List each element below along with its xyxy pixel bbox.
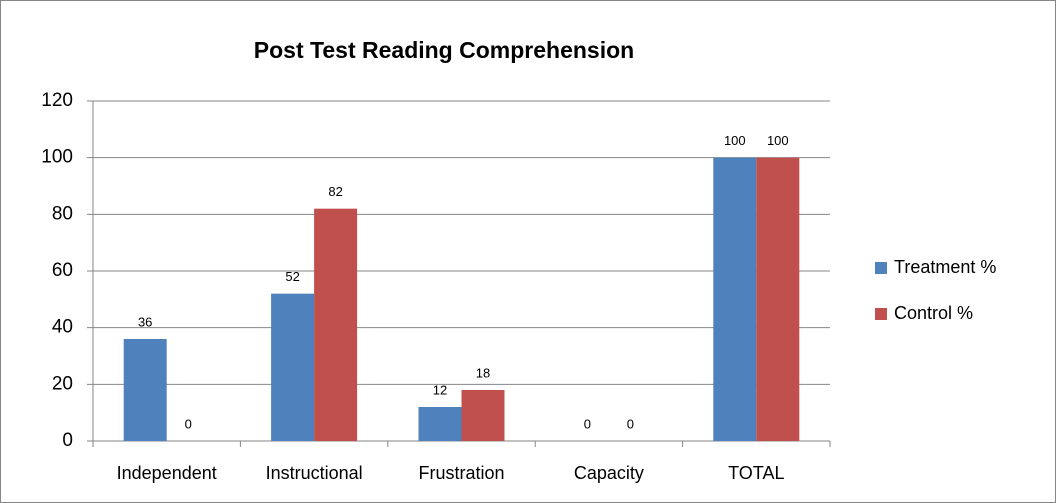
bar <box>123 339 167 441</box>
data-label: 12 <box>433 382 447 397</box>
y-tick-label: 60 <box>52 260 73 281</box>
x-tick-label: TOTAL <box>728 463 784 483</box>
data-label: 100 <box>767 133 789 148</box>
legend-swatch <box>875 262 887 274</box>
y-tick-label: 80 <box>52 203 73 224</box>
bar <box>271 293 315 441</box>
data-label: 0 <box>584 416 591 431</box>
bar <box>418 407 462 441</box>
chart-title: Post Test Reading Comprehension <box>254 37 634 63</box>
y-tick-label: 100 <box>41 147 73 168</box>
legend-label: Control % <box>894 303 973 323</box>
bar <box>314 208 358 441</box>
y-tick-label: 0 <box>62 430 73 451</box>
bar <box>713 157 757 441</box>
data-label: 36 <box>138 314 152 329</box>
y-tick-label: 40 <box>52 317 73 338</box>
x-tick-label: Instructional <box>266 463 363 483</box>
x-tick-label: Capacity <box>574 463 644 483</box>
data-label: 0 <box>185 416 192 431</box>
data-label: 82 <box>328 184 342 199</box>
x-tick-label: Frustration <box>418 463 504 483</box>
y-tick-label: 20 <box>52 373 73 394</box>
x-tick-label: Independent <box>117 463 217 483</box>
data-label: 18 <box>476 365 490 380</box>
legend-label: Treatment % <box>894 257 996 277</box>
bar <box>461 390 505 441</box>
y-tick-label: 120 <box>41 90 73 111</box>
bar <box>756 157 800 441</box>
data-label: 100 <box>724 133 746 148</box>
legend-swatch <box>875 308 887 320</box>
data-label: 52 <box>285 269 299 284</box>
data-label: 0 <box>627 416 634 431</box>
